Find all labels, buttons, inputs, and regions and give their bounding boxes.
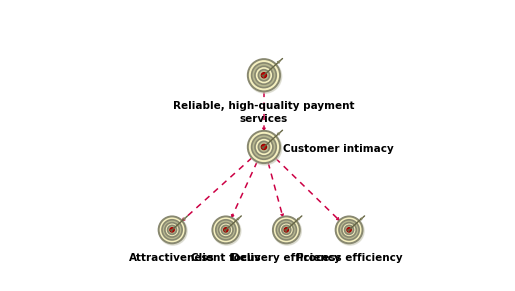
Circle shape: [342, 223, 356, 237]
Circle shape: [273, 217, 301, 245]
Circle shape: [167, 225, 177, 234]
Circle shape: [248, 131, 280, 163]
Circle shape: [224, 228, 228, 232]
Circle shape: [347, 228, 351, 232]
Circle shape: [216, 220, 236, 240]
Polygon shape: [231, 214, 234, 218]
Polygon shape: [262, 146, 265, 149]
Polygon shape: [284, 229, 287, 232]
Circle shape: [212, 217, 239, 243]
Polygon shape: [336, 217, 339, 221]
Circle shape: [248, 131, 282, 165]
Circle shape: [336, 217, 363, 243]
Circle shape: [159, 217, 187, 245]
Circle shape: [213, 217, 241, 245]
Text: Customer intimacy: Customer intimacy: [283, 144, 394, 154]
Circle shape: [339, 220, 359, 240]
Polygon shape: [224, 229, 227, 232]
Circle shape: [162, 220, 182, 240]
Text: Delivery efficiency: Delivery efficiency: [231, 253, 341, 263]
Polygon shape: [182, 218, 185, 221]
Circle shape: [279, 223, 294, 237]
Circle shape: [248, 59, 280, 91]
Polygon shape: [281, 214, 284, 217]
Circle shape: [284, 228, 288, 232]
Circle shape: [252, 63, 276, 88]
Circle shape: [273, 217, 300, 243]
Text: Attractiveness: Attractiveness: [129, 253, 215, 263]
Text: Process efficiency: Process efficiency: [296, 253, 402, 263]
Polygon shape: [262, 75, 265, 77]
Circle shape: [159, 217, 185, 243]
Circle shape: [170, 228, 174, 232]
Circle shape: [255, 138, 273, 156]
Circle shape: [255, 66, 273, 84]
Circle shape: [261, 72, 267, 78]
Circle shape: [248, 60, 282, 93]
Polygon shape: [262, 128, 266, 131]
Polygon shape: [347, 229, 350, 232]
Circle shape: [259, 141, 269, 152]
Circle shape: [261, 144, 267, 150]
Circle shape: [252, 135, 276, 159]
Circle shape: [336, 217, 364, 245]
Circle shape: [259, 70, 269, 81]
Text: Client focus: Client focus: [191, 253, 261, 263]
Polygon shape: [170, 229, 173, 232]
Circle shape: [221, 225, 230, 234]
Circle shape: [276, 220, 297, 240]
Circle shape: [219, 223, 233, 237]
Circle shape: [165, 223, 179, 237]
Text: Reliable, high-quality payment
services: Reliable, high-quality payment services: [173, 102, 355, 124]
Circle shape: [282, 225, 291, 234]
Circle shape: [345, 225, 354, 234]
